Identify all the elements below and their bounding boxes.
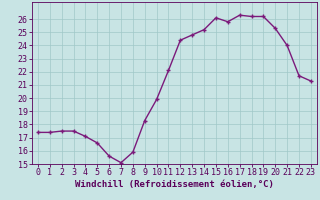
X-axis label: Windchill (Refroidissement éolien,°C): Windchill (Refroidissement éolien,°C) bbox=[75, 180, 274, 189]
